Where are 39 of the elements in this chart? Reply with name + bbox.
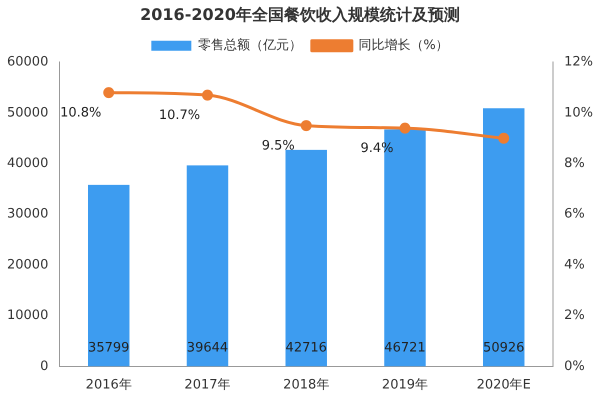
y-tick-label: 10000 <box>6 308 48 324</box>
data-label: 10.7% <box>158 108 200 124</box>
y2-tick-label: 12% <box>564 54 594 70</box>
data-label: 39644 <box>186 340 228 356</box>
y-tick-label: 30000 <box>6 206 48 222</box>
y-tick-label: 60000 <box>6 54 48 70</box>
y-tick-label: 20000 <box>6 257 48 272</box>
y-tick-label: 0 <box>40 358 48 374</box>
point <box>103 87 114 98</box>
y-tick-label: 50000 <box>6 105 48 120</box>
legend-label: 零售总额（亿元） <box>198 38 302 54</box>
y2-tick-label: 10% <box>564 105 594 120</box>
bar <box>88 184 130 366</box>
x-tick-label: 2018年 <box>283 378 330 393</box>
data-label: 9.5% <box>262 138 295 154</box>
bar <box>482 108 524 366</box>
point <box>300 120 312 132</box>
y-tick-label: 40000 <box>6 156 48 171</box>
point <box>498 132 510 144</box>
legend-label: 同比增长（%） <box>358 38 449 54</box>
data-label: 35799 <box>88 340 130 356</box>
bar <box>285 150 327 366</box>
bar <box>186 165 228 366</box>
x-tick-label: 2016年 <box>86 378 132 393</box>
y2-tick-label: 4% <box>564 257 585 272</box>
data-label: 46721 <box>384 340 426 356</box>
y2-tick-label: 6% <box>564 206 585 222</box>
chart-title: 2016-2020年全国餐饮收入规模统计及预测 <box>140 4 460 24</box>
data-label: 10.8% <box>60 105 102 120</box>
x-tick-label: 2020年E <box>476 378 531 393</box>
point <box>202 90 213 101</box>
y2-tick-label: 8% <box>564 156 585 171</box>
data-label: 50926 <box>483 340 524 356</box>
x-tick-label: 2017年 <box>184 378 231 393</box>
y2-tick-label: 2% <box>564 308 585 324</box>
x-tick-label: 2019年 <box>382 378 428 393</box>
y2-tick-label: 0% <box>564 358 585 374</box>
point <box>399 122 410 134</box>
data-label: 42716 <box>286 340 327 356</box>
